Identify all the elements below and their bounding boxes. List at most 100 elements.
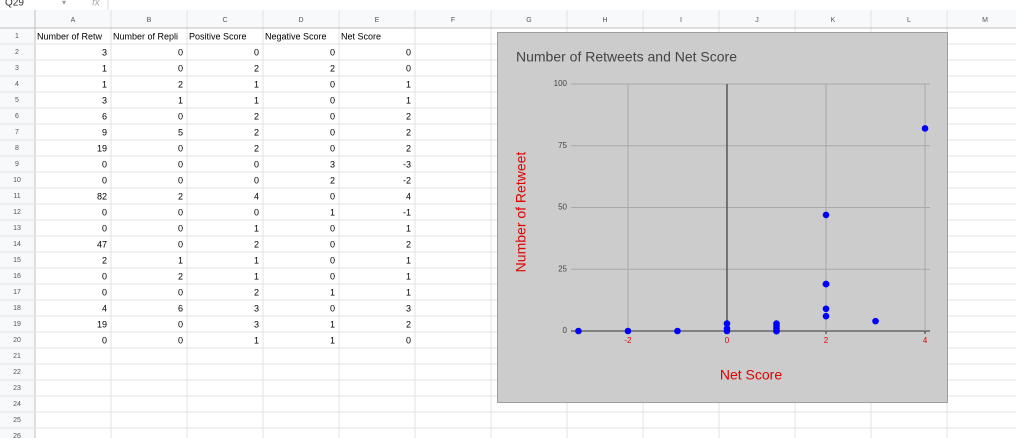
column-header[interactable]: L — [907, 17, 911, 24]
cell[interactable]: 2 — [254, 63, 259, 73]
cell[interactable]: 1 — [254, 255, 259, 265]
cell[interactable]: Net Score — [341, 31, 381, 41]
cell[interactable]: Number of Retw — [37, 31, 103, 41]
cell[interactable]: 0 — [102, 207, 107, 217]
row-header[interactable]: 3 — [15, 65, 19, 72]
cell[interactable]: -3 — [403, 159, 411, 169]
cell[interactable]: 0 — [330, 127, 335, 137]
cell[interactable]: 0 — [330, 255, 335, 265]
point[interactable] — [773, 322, 780, 330]
cell[interactable]: 0 — [178, 159, 183, 169]
cell[interactable]: 0 — [178, 47, 183, 57]
cell[interactable]: -2 — [403, 175, 411, 185]
cell[interactable]: 2 — [102, 255, 107, 265]
cell[interactable]: 0 — [102, 271, 107, 281]
cell[interactable]: 1 — [330, 287, 335, 297]
column-header[interactable]: F — [451, 17, 455, 24]
row-header[interactable]: 25 — [13, 417, 21, 424]
cell[interactable]: 1 — [254, 271, 259, 281]
cell[interactable]: 1 — [178, 255, 183, 265]
point[interactable] — [575, 327, 582, 335]
row-header[interactable]: 1 — [15, 33, 19, 40]
cell[interactable]: 0 — [330, 223, 335, 233]
row-header[interactable]: 15 — [13, 257, 21, 264]
column-header[interactable]: B — [147, 17, 152, 24]
cell[interactable]: 0 — [330, 271, 335, 281]
cell[interactable]: 1 — [406, 271, 411, 281]
point[interactable] — [822, 312, 830, 320]
cell[interactable]: 19 — [97, 143, 107, 153]
point[interactable] — [822, 280, 830, 288]
cell[interactable]: 1 — [102, 63, 107, 73]
cell[interactable]: 1 — [330, 335, 335, 345]
cell[interactable]: 0 — [406, 335, 411, 345]
cell[interactable]: Number of Repli — [113, 31, 178, 41]
cell[interactable]: 0 — [254, 47, 259, 57]
cell[interactable]: 0 — [330, 143, 335, 153]
row-header[interactable]: 18 — [13, 305, 21, 312]
cell[interactable]: 1 — [406, 287, 411, 297]
cell[interactable]: 0 — [178, 143, 183, 153]
cell[interactable]: 1 — [102, 79, 107, 89]
cell[interactable]: 2 — [254, 143, 259, 153]
cell[interactable]: 0 — [178, 207, 183, 217]
row-header[interactable]: 12 — [13, 209, 21, 216]
row-header[interactable]: 17 — [13, 289, 21, 296]
cell[interactable]: 0 — [178, 335, 183, 345]
row-header[interactable]: 24 — [13, 401, 21, 408]
cell[interactable]: 1 — [254, 95, 259, 105]
cell[interactable]: 0 — [178, 239, 183, 249]
cell[interactable]: 9 — [102, 127, 107, 137]
point[interactable] — [723, 327, 731, 335]
column-header[interactable]: M — [982, 17, 988, 24]
cell[interactable]: 2 — [178, 271, 183, 281]
cell[interactable]: 1 — [406, 223, 411, 233]
row-header[interactable]: 8 — [15, 145, 19, 152]
cell[interactable]: 2 — [254, 127, 259, 137]
cell[interactable]: 0 — [330, 191, 335, 201]
column-header[interactable]: J — [755, 17, 759, 24]
dropdown[interactable]: ▾ — [62, 0, 66, 7]
cell[interactable]: 4 — [406, 191, 411, 201]
row-header[interactable]: 19 — [13, 321, 21, 328]
cell[interactable]: 2 — [330, 63, 335, 73]
cell[interactable]: 1 — [330, 319, 335, 329]
cell[interactable]: 82 — [97, 191, 107, 201]
cell[interactable]: 0 — [330, 95, 335, 105]
cell[interactable]: 0 — [102, 223, 107, 233]
row-header[interactable]: 22 — [13, 369, 21, 376]
cell[interactable]: 2 — [406, 111, 411, 121]
row-header[interactable]: 26 — [13, 433, 21, 438]
row-header[interactable]: 5 — [15, 97, 19, 104]
cell[interactable]: 0 — [178, 319, 183, 329]
row-header[interactable]: 20 — [13, 337, 21, 344]
cell[interactable]: 0 — [254, 159, 259, 169]
cell[interactable]: 19 — [97, 319, 107, 329]
cell[interactable]: 3 — [254, 303, 259, 313]
column-header[interactable]: A — [71, 17, 76, 24]
cell[interactable]: 0 — [102, 287, 107, 297]
point[interactable] — [872, 317, 879, 325]
name-box[interactable]: Q29 — [5, 0, 24, 9]
cell[interactable]: 0 — [178, 287, 183, 297]
row-header[interactable]: 6 — [15, 113, 19, 120]
column-header[interactable]: G — [526, 17, 531, 24]
cell[interactable]: 2 — [406, 239, 411, 249]
chart-background[interactable] — [497, 32, 948, 403]
cell[interactable]: 3 — [406, 303, 411, 313]
cell[interactable]: 1 — [406, 79, 411, 89]
row-header[interactable]: 14 — [13, 241, 21, 248]
cell[interactable]: Negative Score — [265, 31, 327, 41]
cell[interactable]: 0 — [102, 159, 107, 169]
point[interactable] — [921, 125, 929, 132]
cell[interactable]: Positive Score — [189, 31, 247, 41]
cell[interactable]: 3 — [254, 319, 259, 329]
cell[interactable]: 2 — [330, 175, 335, 185]
cell[interactable]: 2 — [178, 191, 183, 201]
cell[interactable]: 0 — [330, 111, 335, 121]
cell[interactable]: 0 — [102, 335, 107, 345]
cell[interactable]: 6 — [178, 303, 183, 313]
cell[interactable]: 1 — [254, 223, 259, 233]
row-header[interactable]: 10 — [13, 177, 21, 184]
cell[interactable]: 0 — [406, 47, 411, 57]
